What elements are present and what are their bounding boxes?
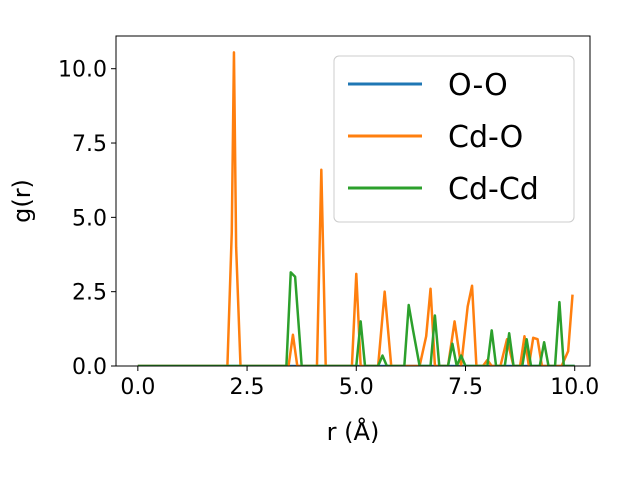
plot-frame: [115, 35, 591, 367]
y-tick-label: 5.0: [72, 206, 107, 231]
x-tick-label: 7.5: [448, 375, 483, 400]
series-line-cd-o: [137, 51, 574, 366]
series-line-cd-cd: [137, 271, 575, 366]
legend-label: O-O: [448, 68, 508, 103]
y-axis: 0.0 2.5 5.0 7.5 10.0: [58, 58, 116, 380]
x-tick-label: 10.0: [550, 375, 599, 400]
x-axis: 0.0 2.5 5.0 7.5 10.0: [120, 366, 599, 400]
x-axis-label: r (Å): [327, 417, 380, 446]
series-layer: [137, 51, 575, 366]
legend-label: Cd-Cd: [448, 172, 539, 207]
x-tick-label: 5.0: [339, 375, 374, 400]
y-tick-label: 2.5: [72, 281, 107, 306]
y-tick-label: 7.5: [72, 132, 107, 157]
x-tick-label: 0.0: [120, 375, 155, 400]
legend-box: [333, 55, 575, 223]
x-tick-label: 2.5: [230, 375, 265, 400]
legend: O-O Cd-O Cd-Cd: [333, 55, 575, 223]
y-tick-label: 10.0: [58, 58, 107, 83]
legend-label: Cd-O: [448, 120, 523, 155]
y-tick-label: 0.0: [72, 355, 107, 380]
y-axis-label: g(r): [8, 179, 36, 223]
